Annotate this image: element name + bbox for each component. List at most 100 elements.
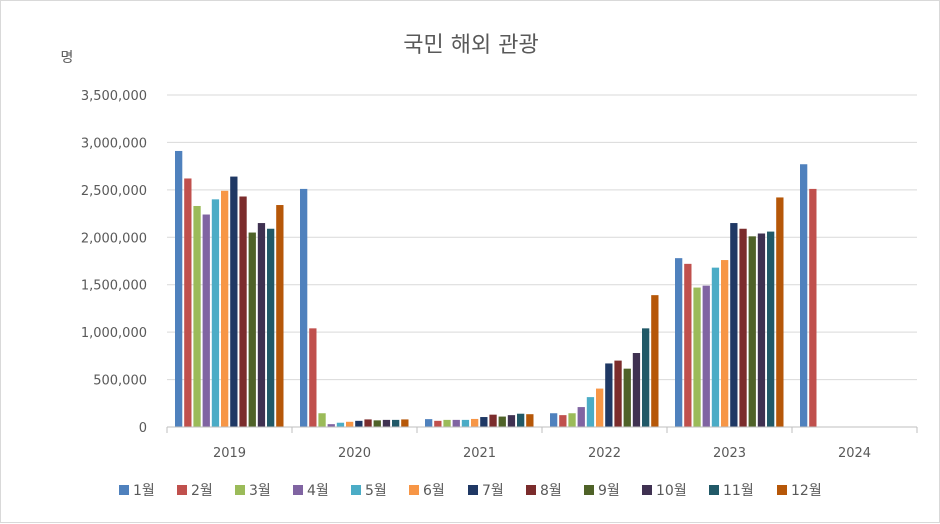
bar-2023-9월 — [748, 236, 756, 427]
bar-2023-2월 — [684, 263, 692, 427]
bar-2022-1월 — [550, 413, 558, 427]
legend-label: 6월 — [423, 483, 445, 499]
bar-2023-8월 — [739, 228, 747, 427]
bar-2022-11월 — [642, 328, 650, 427]
x-tick-label: 2022 — [588, 446, 621, 461]
y-tick-label: 2,000,000 — [81, 231, 147, 246]
legend-swatch — [293, 485, 303, 495]
bar-2021-9월 — [498, 416, 506, 427]
bar-2019-7월 — [230, 176, 238, 427]
bar-2021-1월 — [425, 419, 433, 427]
bar-2020-11월 — [392, 419, 400, 427]
bar-2019-5월 — [211, 199, 220, 427]
x-axis — [166, 426, 918, 433]
legend-swatch — [177, 485, 187, 495]
bar-2023-3월 — [693, 287, 701, 427]
bar-2021-10월 — [507, 415, 516, 427]
bar-2023-12월 — [776, 197, 784, 427]
y-tick-label: 3,000,000 — [81, 136, 147, 151]
gridlines — [167, 94, 917, 381]
bar-2022-4월 — [577, 407, 585, 427]
legend-label: 4월 — [307, 483, 329, 499]
x-tick-label: 2020 — [338, 446, 371, 461]
bar-2023-4월 — [702, 285, 710, 427]
legend-swatch — [526, 485, 536, 495]
legend-label: 11월 — [723, 483, 754, 499]
bar-2021-11월 — [517, 413, 525, 427]
bar-2020-2월 — [309, 328, 317, 427]
bar-2019-4월 — [202, 214, 210, 427]
y-axis-unit-label: 명 — [61, 50, 74, 66]
bar-2023-1월 — [675, 258, 683, 427]
legend-swatch — [351, 485, 361, 495]
bar-2021-5월 — [461, 419, 470, 427]
bar-2020-12월 — [401, 419, 409, 427]
x-tick-label: 2023 — [713, 446, 746, 461]
bar-2019-1월 — [175, 150, 183, 428]
chart-title: 국민 해외 관광 — [403, 33, 538, 58]
bar-2022-8월 — [614, 360, 622, 427]
bar-2019-3월 — [193, 205, 201, 427]
bar-2021-3월 — [443, 419, 451, 427]
bar-2021-8월 — [489, 414, 497, 427]
bar-2022-9월 — [623, 368, 631, 427]
bar-2022-5월 — [586, 397, 595, 427]
bar-2019-11월 — [267, 228, 275, 427]
bar-2023-7월 — [730, 223, 738, 427]
bar-2020-5월 — [336, 422, 345, 427]
legend-swatch — [119, 485, 129, 495]
bar-2022-7월 — [605, 363, 613, 427]
legend-swatch — [584, 485, 594, 495]
legend-swatch — [642, 485, 652, 495]
legend-label: 10월 — [656, 483, 687, 499]
bar-2024-1월 — [800, 164, 808, 427]
bar-2022-2월 — [559, 415, 567, 427]
y-tick-label: 500,000 — [93, 374, 147, 389]
bar-2022-12월 — [651, 295, 659, 427]
bar-2019-8월 — [239, 196, 247, 427]
bar-2024-2월 — [809, 188, 817, 427]
bar-2021-6월 — [471, 418, 479, 427]
bar-2020-4월 — [327, 424, 335, 427]
bar-2020-1월 — [300, 188, 308, 427]
bar-2023-5월 — [711, 267, 720, 427]
bar-2019-10월 — [257, 223, 266, 427]
y-tick-label: 1,500,000 — [81, 279, 147, 294]
legend-label: 7월 — [482, 483, 504, 499]
bars — [175, 150, 817, 428]
legend: 1월 2월 3월 4월 5월 6월 7월 8월 9월 10월 11월 12월 — [119, 483, 822, 499]
legend-swatch — [709, 485, 719, 495]
bar-2020-3월 — [318, 413, 326, 427]
bar-2022-3월 — [568, 413, 576, 427]
bar-2019-12월 — [276, 205, 284, 427]
legend-label: 5월 — [365, 483, 387, 499]
legend-swatch — [468, 485, 478, 495]
legend-swatch — [777, 485, 787, 495]
x-tick-label: 2019 — [213, 446, 246, 461]
x-tick-label: 2024 — [838, 446, 871, 461]
x-tick-label: 2021 — [463, 446, 496, 461]
bar-2019-6월 — [221, 190, 229, 427]
bar-2023-10월 — [757, 233, 766, 427]
bar-2020-7월 — [355, 420, 363, 427]
bar-2021-4월 — [452, 419, 460, 427]
legend-label: 12월 — [791, 483, 822, 499]
bar-2023-6월 — [721, 260, 729, 427]
y-tick-label: 2,500,000 — [81, 184, 147, 199]
bar-2020-10월 — [382, 419, 391, 427]
y-tick-label: 1,000,000 — [81, 326, 147, 341]
legend-label: 8월 — [540, 483, 562, 499]
legend-swatch — [409, 485, 419, 495]
bar-2020-6월 — [346, 421, 354, 427]
x-axis-ticks: 2019 2020 2021 2022 2023 2024 — [213, 446, 871, 461]
bar-2019-2월 — [184, 178, 192, 427]
bar-2022-10월 — [632, 353, 641, 427]
legend-label: 3월 — [249, 483, 271, 499]
bar-2022-6월 — [596, 388, 604, 427]
legend-label: 9월 — [598, 483, 620, 499]
bar-2021-7월 — [480, 417, 488, 427]
bar-2021-12월 — [526, 414, 534, 427]
legend-swatch — [235, 485, 245, 495]
legend-label: 1월 — [133, 483, 155, 499]
